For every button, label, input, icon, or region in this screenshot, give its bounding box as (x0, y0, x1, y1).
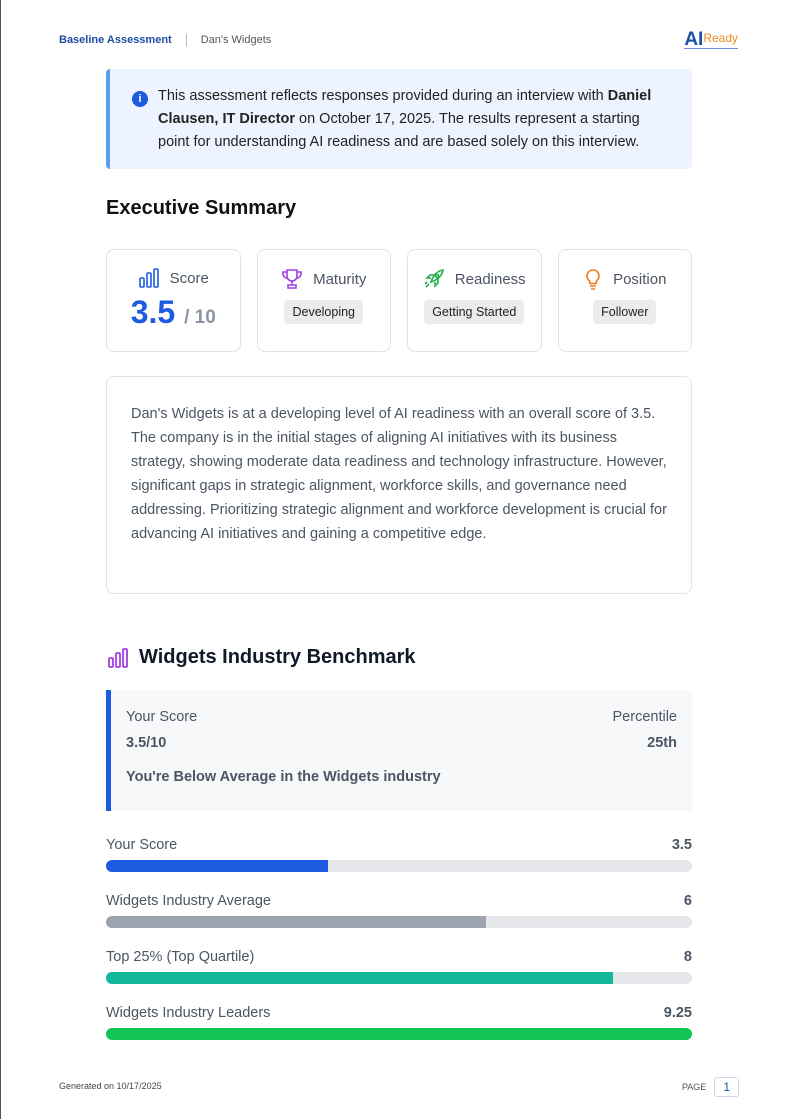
section-title-benchmark: Widgets Industry Benchmark (139, 646, 416, 668)
benchmark-bars: Your Score 3.5 Widgets Industry Average 6 To… (106, 837, 692, 1061)
benchmark-note: You're Below Average in the Widgets indu… (126, 769, 441, 785)
bar-track (106, 860, 692, 872)
position-card: Position Follower (557, 249, 692, 352)
info-text: This assessment reflects responses provi… (158, 88, 608, 104)
bar-track (106, 916, 692, 928)
trophy-icon (282, 269, 302, 289)
readiness-badge: Getting Started (424, 300, 525, 324)
score-value: 3.5 / 10 (130, 294, 216, 330)
position-badge: Follower (593, 300, 657, 324)
card-label: Score (169, 269, 209, 287)
bar-label: Widgets Industry Leaders (106, 1005, 271, 1021)
info-callout: i This assessment reflects responses pro… (106, 69, 692, 169)
interviewee: Daniel Clausen, IT Director (158, 88, 652, 127)
section-title-executive-summary: Executive Summary (106, 197, 297, 219)
summary-text: Dan's Widgets is at a developing level o… (106, 376, 692, 594)
benchmark-bar: Top 25% (Top Quartile) 8 (106, 949, 692, 1005)
bar-track (106, 1028, 692, 1040)
bar-label: Top 25% (Top Quartile) (106, 949, 255, 965)
benchmark-bar: Widgets Industry Leaders 9.25 (106, 1005, 692, 1061)
page-indicator: PAGE 1 (682, 1077, 739, 1097)
bar-fill (106, 972, 613, 984)
readiness-card: Readiness Getting Started (407, 249, 542, 352)
benchmark-bar: Widgets Industry Average 6 (106, 893, 692, 949)
bar-label: Your Score (106, 837, 178, 853)
your-score-label: Your Score (126, 709, 198, 725)
bar-value: 3.5 (671, 837, 692, 853)
bar-value: 9.25 (663, 1005, 692, 1021)
aiready-logo: AI Ready (684, 28, 738, 50)
bar-fill (106, 916, 487, 928)
page-header: Baseline Assessment Dan's Widgets AI Read… (59, 28, 738, 50)
bar-value: 6 (683, 893, 692, 909)
report-title: Baseline Assessment (59, 34, 172, 46)
bar-value: 8 (683, 949, 692, 965)
info-text-end: on October 17, 2025. The results represe… (158, 111, 640, 150)
card-label: Readiness (454, 270, 526, 288)
bar-track (106, 972, 692, 984)
percentile-value: 25th (647, 735, 677, 751)
bar-label: Widgets Industry Average (106, 893, 271, 909)
card-label: Position (613, 270, 667, 288)
bar-chart-icon (108, 647, 128, 668)
bar-chart-icon (138, 268, 159, 288)
generated-date: Generated on 10/17/2025 (59, 1081, 162, 1091)
page-number: 1 (714, 1077, 739, 1097)
divider (185, 33, 187, 47)
maturity-badge: Developing (284, 300, 364, 324)
score-card: Score 3.5 / 10 (106, 249, 241, 352)
company-name: Dan's Widgets (200, 34, 272, 46)
your-score-value: 3.5/10 (126, 735, 167, 751)
card-label: Maturity (313, 270, 367, 288)
maturity-card: Maturity Developing (256, 249, 391, 352)
benchmark-summary: Your Score Percentile 3.5/10 25th You're B… (106, 690, 692, 811)
bar-fill (106, 1028, 692, 1040)
rocket-icon (424, 269, 444, 288)
page-label: PAGE (681, 1082, 707, 1092)
info-icon: i (132, 91, 148, 107)
bar-fill (106, 860, 328, 872)
lightbulb-icon (586, 269, 600, 290)
percentile-label: Percentile (612, 709, 677, 725)
benchmark-bar: Your Score 3.5 (106, 837, 692, 893)
benchmark-heading: Widgets Industry Benchmark (107, 646, 416, 669)
